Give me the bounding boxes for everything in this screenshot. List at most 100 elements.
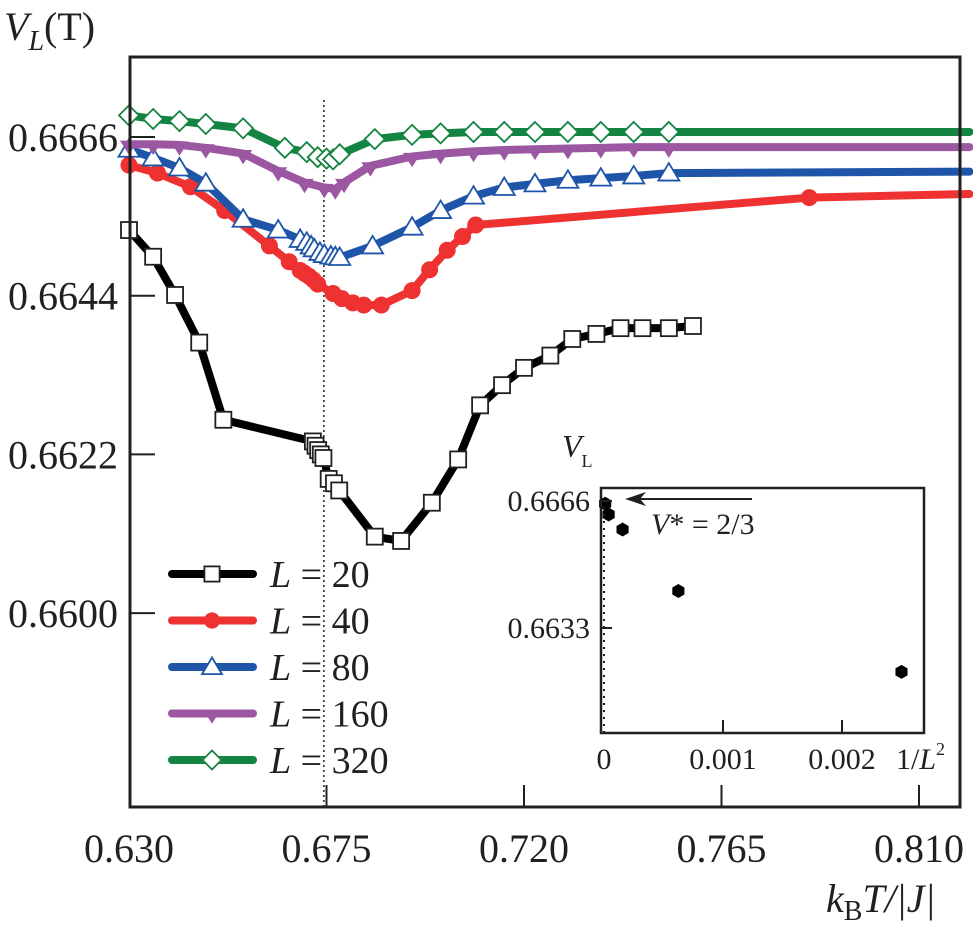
marker-square: [684, 317, 702, 335]
y-tick-label: 0.6600: [8, 591, 118, 636]
series-160: [120, 140, 973, 200]
marker-square: [190, 333, 209, 352]
x-tick-label: 0.630: [84, 826, 174, 871]
marker-triangle-up: [200, 655, 224, 676]
legend-label: L = 160: [269, 694, 389, 736]
marker-diamond: [168, 109, 191, 133]
marker-triangle-up: [621, 164, 646, 185]
marker-diamond: [141, 107, 165, 131]
marker-circle: [421, 261, 439, 279]
marker-square: [587, 325, 606, 343]
inset-x-axis-title: 1/L2: [896, 739, 945, 776]
x-axis-title: kBT/|J|: [826, 876, 936, 926]
marker-triangle-down: [203, 710, 221, 724]
inset-annotation: V* = 2/3: [625, 492, 755, 541]
marker-square: [611, 319, 630, 338]
inset-y-tick-label: 0.6633: [508, 612, 591, 645]
marker-circle: [467, 216, 485, 234]
y-axis-title: VL(T): [4, 4, 95, 57]
marker-triangle-up: [399, 215, 425, 236]
marker-square: [471, 396, 490, 415]
inset-x-tick-label: 0.002: [808, 743, 876, 776]
y-tick-label: 0.6644: [8, 274, 118, 319]
marker-diamond: [622, 120, 645, 144]
marker-square: [214, 410, 233, 429]
inset-point: [616, 522, 629, 537]
marker-diamond: [400, 123, 424, 147]
marker-square: [365, 527, 384, 546]
marker-square: [633, 319, 652, 338]
marker-circle: [438, 241, 456, 259]
marker-triangle-down: [295, 178, 314, 194]
legend-item: L = 160: [168, 694, 389, 736]
y-tick-label: 0.6666: [8, 115, 118, 160]
inset-y-tick-label: 0.6666: [508, 485, 591, 518]
marker-diamond: [194, 112, 218, 136]
marker-circle: [403, 282, 421, 300]
series-line: [125, 226, 697, 545]
marker-triangle-down: [335, 178, 354, 194]
marker-diamond: [589, 120, 613, 144]
marker-diamond: [556, 120, 580, 144]
x-tick-label: 0.765: [677, 826, 767, 871]
marker-diamond: [523, 120, 547, 144]
inset-plot: VL 1/L2 0 0.001 0.002 0.6666 0.6633 V* = 2/3: [508, 428, 946, 776]
inset-frame: [599, 486, 926, 735]
marker-circle: [260, 237, 278, 255]
marker-triangle-down: [234, 149, 253, 165]
marker-triangle-down: [525, 145, 544, 161]
marker-square: [392, 532, 411, 550]
marker-square: [659, 319, 678, 338]
y-tick-label: 0.6622: [8, 432, 118, 477]
marker-square: [203, 565, 221, 583]
legend-label: L = 40: [269, 601, 370, 643]
marker-square: [563, 330, 582, 348]
marker-triangle-down: [144, 140, 163, 156]
marker-triangle-up: [555, 168, 580, 189]
annotation-label: V* = 2/3: [651, 508, 755, 541]
marker-diamond: [657, 120, 681, 144]
marker-diamond: [273, 136, 297, 160]
marker-triangle-up: [588, 166, 613, 187]
legend-label: L = 80: [269, 647, 370, 689]
marker-square: [422, 493, 441, 512]
inset-x-tick-label: 0: [597, 743, 612, 776]
marker-triangle-down: [403, 152, 422, 168]
marker-circle: [800, 189, 818, 207]
inset-point: [672, 584, 685, 599]
legend-item: L = 20: [168, 554, 370, 596]
marker-triangle-down: [659, 143, 678, 158]
marker-circle: [355, 296, 373, 314]
marker-triangle-up: [461, 184, 486, 205]
marker-triangle-up: [360, 234, 385, 255]
inset-point: [895, 664, 908, 679]
legend-label: L = 20: [269, 554, 370, 596]
legend-item: L = 80: [168, 647, 370, 689]
inset-point: [602, 507, 615, 522]
marker-square: [166, 286, 184, 304]
marker-diamond: [328, 143, 351, 166]
main-plot: 0.630 0.675 0.720 0.765 0.810 0.6666 0.6644 0.…: [8, 55, 973, 871]
marker-triangle-up: [656, 161, 681, 182]
marker-triangle-up: [167, 156, 192, 177]
marker-triangle-down: [558, 144, 577, 160]
plot-frame: [128, 55, 962, 809]
marker-circle: [309, 275, 327, 293]
marker-square: [330, 481, 349, 500]
marker-triangle-up: [428, 198, 453, 219]
marker-triangle-down: [170, 141, 189, 156]
marker-triangle-down: [624, 143, 643, 158]
x-tick-label: 0.675: [282, 826, 372, 871]
marker-circle: [203, 612, 221, 629]
marker-triangle-down: [269, 167, 288, 182]
marker-triangle-up: [193, 171, 218, 192]
legend-item: L = 320: [168, 740, 389, 782]
marker-diamond: [201, 749, 223, 771]
marker-triangle-up: [327, 245, 352, 266]
legend-item: L = 40: [168, 601, 370, 643]
marker-circle: [149, 164, 167, 182]
marker-square: [515, 358, 533, 377]
marker-square: [144, 247, 163, 266]
